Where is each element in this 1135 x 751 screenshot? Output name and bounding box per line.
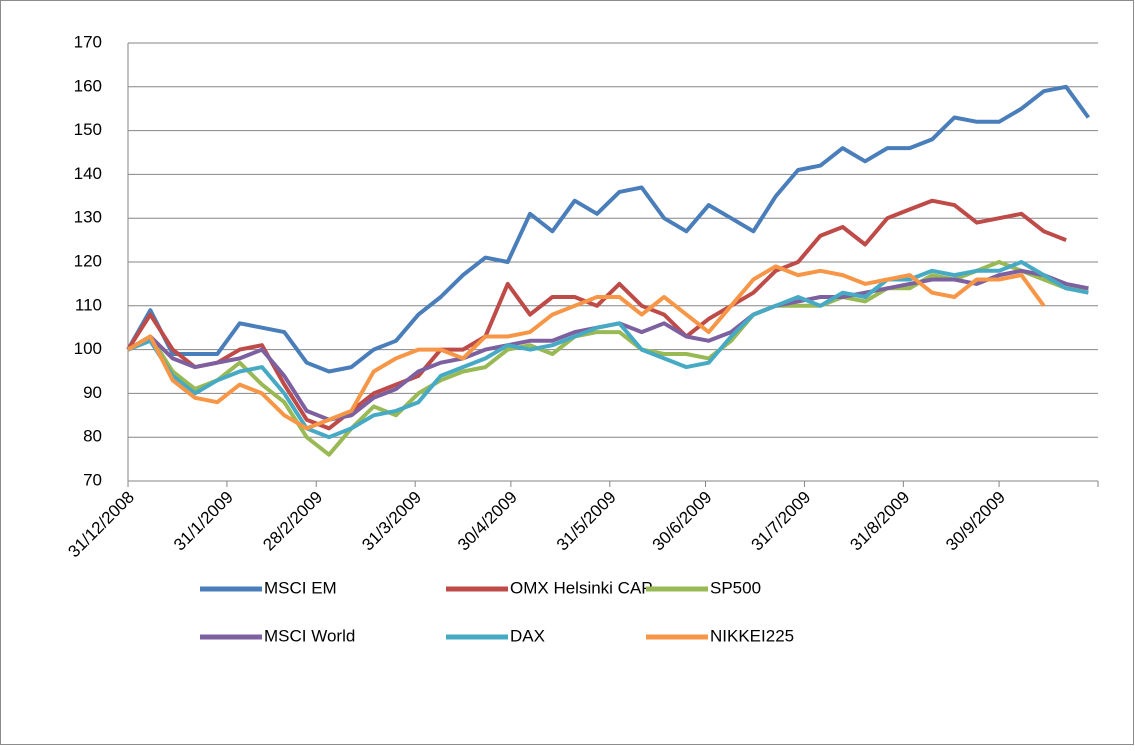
series-line [126,264,1046,431]
y-tick-label: 90 [83,383,102,402]
y-tick-label: 130 [74,208,102,227]
legend-label: MSCI EM [264,578,337,597]
legend-label: DAX [510,626,545,645]
y-tick-label: 140 [74,164,102,183]
series-line [126,260,1089,457]
y-tick-label: 160 [74,76,102,95]
y-tick-label: 70 [83,470,102,489]
y-tick-label: 80 [83,427,102,446]
legend-label: SP500 [710,578,761,597]
y-tick-label: 120 [74,251,102,270]
y-tick-label: 150 [74,120,102,139]
series-line [127,260,1089,440]
legend-label: NIKKEI225 [710,626,794,645]
y-tick-label: 170 [74,32,102,51]
y-tick-label: 100 [74,339,102,358]
legend-label: OMX Helsinki CAP [510,578,653,597]
series-line [126,198,1067,431]
series-line [126,84,1091,374]
y-tick-label: 110 [75,295,102,314]
legend-label: MSCI World [264,626,355,645]
